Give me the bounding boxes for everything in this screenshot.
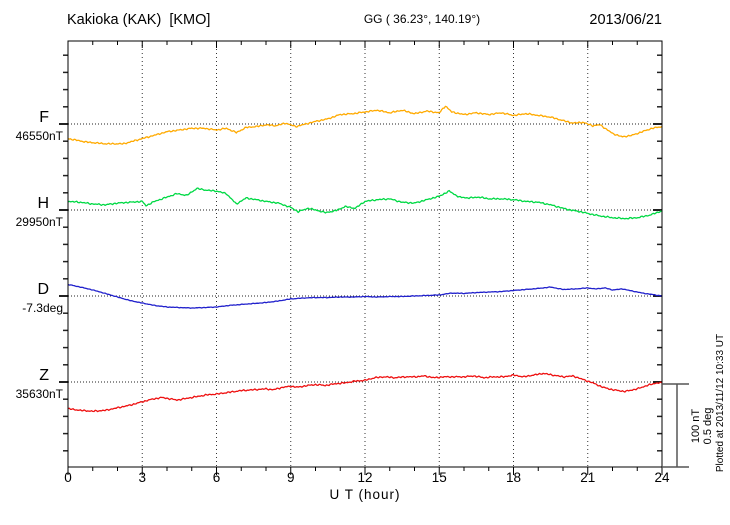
x-tick-label: 0 (64, 470, 72, 485)
series-label-layer: F 46550nT H 29950nT D -7.3deg Z 35630nT (16, 109, 64, 401)
x-tick-label: 15 (432, 470, 447, 485)
x-tick-label: 12 (357, 470, 372, 485)
x-tick-label: 21 (580, 470, 595, 485)
tick-layer (59, 41, 663, 475)
x-tick-label: 3 (138, 470, 146, 485)
series-letter-H: H (37, 195, 49, 212)
scale-bar-label-nt: 100 nT (690, 409, 702, 444)
x-tick-label: 24 (654, 470, 670, 485)
scale-bar-label-deg: 0.5 deg (702, 408, 714, 445)
curve-layer (67, 105, 663, 413)
series-letter-F: F (39, 109, 49, 126)
curve-Z (67, 372, 663, 413)
x-axis-title: U T (hour) (329, 487, 400, 502)
plot-frame (67, 40, 663, 468)
plotted-at-note: Plotted at 2013/11/12 10:33 UT (715, 334, 726, 472)
series-value-H: 29950nT (16, 215, 64, 229)
x-tick-label: 6 (213, 470, 221, 485)
plot-date: 2013/06/21 (589, 12, 662, 28)
curve-H (67, 187, 663, 220)
scale-bar (662, 383, 689, 468)
series-value-F: 46550nT (16, 129, 64, 143)
series-letter-D: D (37, 281, 49, 298)
series-value-Z: 35630nT (16, 387, 64, 401)
grid-layer (68, 41, 662, 467)
curve-F (67, 105, 663, 145)
x-tick-label: 18 (506, 470, 521, 485)
curve-D (67, 283, 663, 309)
station-title: Kakioka (KAK) [KMO] (67, 12, 210, 28)
geographic-coords: GG ( 36.23°, 140.19°) (364, 12, 480, 26)
x-tick-label: 9 (287, 470, 295, 485)
series-letter-Z: Z (39, 367, 49, 384)
x-tick-label-layer: 0 3 6 9 12 15 18 21 24 (64, 470, 670, 485)
series-value-D: -7.3deg (22, 301, 63, 315)
